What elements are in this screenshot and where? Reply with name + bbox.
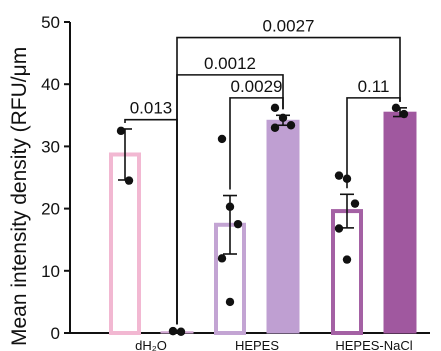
data-point bbox=[391, 103, 401, 113]
data-point bbox=[399, 109, 409, 119]
p-value-label: 0.11 bbox=[358, 77, 390, 96]
data-point bbox=[334, 171, 344, 180]
data-point bbox=[116, 126, 126, 136]
data-point bbox=[176, 327, 186, 336]
y-tick-label: 40 bbox=[41, 75, 60, 94]
p-value-label: 0.0027 bbox=[263, 17, 315, 36]
x-group-label: HEPES-NaCl bbox=[335, 338, 412, 351]
significance-bracket bbox=[229, 97, 284, 190]
data-point bbox=[225, 297, 235, 307]
data-point bbox=[286, 121, 296, 130]
bar bbox=[331, 209, 363, 335]
data-point bbox=[233, 219, 243, 229]
data-point bbox=[124, 176, 134, 185]
bar bbox=[383, 111, 417, 334]
data-point bbox=[342, 255, 352, 264]
data-point bbox=[168, 326, 178, 336]
data-point bbox=[225, 202, 235, 211]
x-group-label: HEPES bbox=[235, 338, 279, 351]
p-value-label: 0.0012 bbox=[204, 54, 256, 73]
significance-bracket bbox=[124, 118, 178, 325]
data-point bbox=[217, 254, 227, 263]
p-value-label: 0.0029 bbox=[231, 77, 283, 96]
y-tick-label: 30 bbox=[41, 137, 60, 156]
y-tick-label: 20 bbox=[41, 200, 60, 219]
x-group-label: dH₂O bbox=[135, 338, 167, 351]
y-axis-label: Mean intensity density (RFU/μm bbox=[8, 47, 31, 346]
data-point bbox=[270, 123, 280, 132]
y-tick-label: 0 bbox=[51, 324, 60, 343]
y-tick-label: 50 bbox=[41, 13, 60, 32]
data-point bbox=[350, 199, 360, 208]
data-point bbox=[278, 113, 288, 122]
bar bbox=[214, 222, 246, 335]
y-tick-label: 10 bbox=[41, 262, 60, 281]
bar bbox=[266, 119, 300, 334]
p-value-label: 0.013 bbox=[130, 99, 173, 118]
data-point bbox=[334, 224, 344, 233]
significance-bracket bbox=[346, 97, 401, 189]
data-point bbox=[270, 103, 280, 113]
data-point bbox=[217, 134, 227, 144]
